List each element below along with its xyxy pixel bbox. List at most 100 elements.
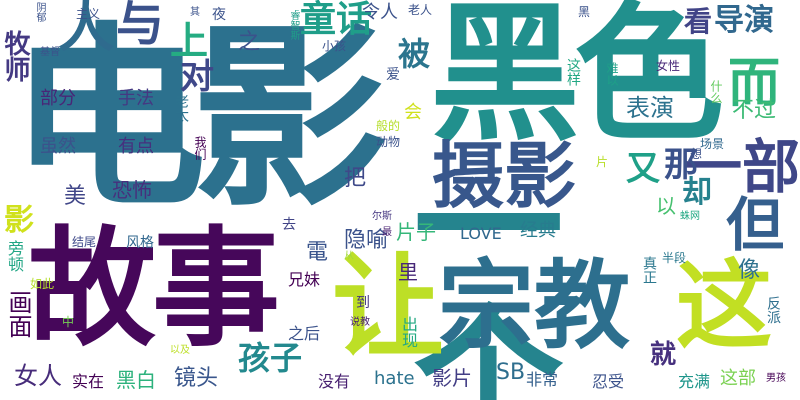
word-ying: 影 [4,203,34,238]
word-nanhai: 男孩 [766,373,786,384]
word-nanyi: 难以 [605,62,619,86]
word-xiongmei: 兄妹 [288,270,321,289]
word-you: 又 [626,149,660,189]
word-jidu: 基督 [40,47,60,58]
word-dui: 对 [180,57,214,97]
word-ersi: 尔斯 [372,211,392,222]
word-zhuwang: 蛛网 [680,211,700,222]
word-shizai: 实在 [72,372,105,391]
word-nvxing: 女性 [656,59,681,73]
word-yinyu: 隐喻 [344,228,389,253]
word-qu: 去 [282,217,296,233]
word-kan: 看 [684,5,713,38]
word-shuojiao: 说教 [350,317,370,328]
word-chongman: 充满 [678,372,711,391]
word-zhuyi: 主义 [76,7,101,21]
word-mei: 美 [64,184,87,209]
word-zui: 最 [382,227,392,238]
word-pangdun: 旁顿 [5,240,24,272]
word-li: 里 [398,260,418,284]
word-pian: 片 [596,155,609,169]
word-zhenzheng: 真正 [641,256,657,284]
word-ai: 爱 [386,67,400,83]
word-lingren: 令人 [362,2,398,23]
word-fengge: 风格 [126,235,154,251]
word-ruci: 如此 [30,277,55,291]
word-women: 我们 [193,136,207,160]
word-cong: 从 [344,251,354,262]
word-heise: 黑色 [430,0,724,162]
word-dao: 到 [356,295,370,311]
word-yingpian: 影片 [432,366,472,390]
word-heibai: 黑白 [116,368,156,392]
word-que: 却 [682,175,712,210]
word-chuxian: 出现 [399,316,418,348]
word-shoufa: 手法 [118,88,154,109]
word-zhi: 之 [238,30,261,55]
word-ren: 人 [58,0,114,60]
word-dongwu: 动物 [376,135,401,149]
word-yi: 以 [656,194,676,218]
word-zongjiao: 宗教 [438,250,630,362]
word-jiu: 就 [650,340,677,370]
word-jiewei: 结尾 [72,235,97,249]
word-feichang: 非常 [526,370,559,389]
word-yige: 一个 [388,148,562,400]
word-buguo: 不过 [732,98,777,123]
word-tonghua: 童话 [300,0,373,40]
word-zhebu: 这部 [720,368,756,389]
word-huamian: 画面 [4,290,32,338]
word-yu: 与 [116,0,165,52]
word-zheyang: 这样 [565,58,581,86]
word-dan: 但 [726,191,785,259]
word-na: 那 [664,145,698,185]
word-changjing: 场景 [700,137,725,151]
word-zhe: 这 [676,250,772,362]
word-nvren: 女人 [14,362,62,390]
word-ye: 夜 [212,7,226,23]
word-bufen: 部分 [40,88,76,109]
word-daoyan: 导演 [714,3,774,38]
word-ba: 把 [344,166,367,191]
word-moshi: 睿智斯 [288,10,299,40]
word-mushi: 牧师 [0,30,30,82]
word-meiyou: 没有 [318,372,351,391]
word-shang: 上 [170,19,209,63]
word-dianying: 电影 [10,6,388,234]
word-bei: 被 [398,35,431,73]
word-xiang: 像 [738,258,761,283]
word-sheying: 摄影 [432,134,577,218]
word-jingtou: 镜头 [174,366,219,391]
word-gushi: 故事 [28,215,280,364]
word-xiaohai: 小孩 [322,39,347,53]
word-er: 而 [728,54,781,114]
word-rang: 让 [332,243,444,373]
word-zhong: 中 [62,315,75,329]
word-yibu: 一部 [684,133,800,201]
word-hei: 黑 [578,5,591,19]
word-haizi: 孩子 [238,339,303,377]
word-fanpai: 反派 [765,296,781,324]
word-dian: 電 [306,240,329,265]
word-renshou: 忍受 [592,372,625,391]
word-biaoyan: 表演 [626,94,674,122]
word-youdian: 有点 [118,136,154,157]
word-kongbu: 恐怖 [112,178,152,202]
word-sb: SB [496,360,526,385]
word-laotai: 老太 [173,94,189,122]
word-xiang2: 想 [690,147,703,161]
word-love: LOVE [460,224,502,243]
word-zhihou: 之后 [288,324,321,343]
word-hate: hate [374,368,415,389]
word-suiran: 虽然 [40,136,76,157]
word-jingdian: 经典 [520,220,556,241]
word-shenme: 什么 [709,80,723,104]
word-qi: 其 [190,7,200,18]
word-hui: 会 [404,102,422,123]
word-banduan: 半段 [662,251,687,265]
word-yiji: 以及 [170,345,190,356]
word-yinyu2: 阴郁 [34,2,45,22]
word-lao: 老人 [408,3,433,17]
word-pianzi: 片子 [396,220,436,244]
